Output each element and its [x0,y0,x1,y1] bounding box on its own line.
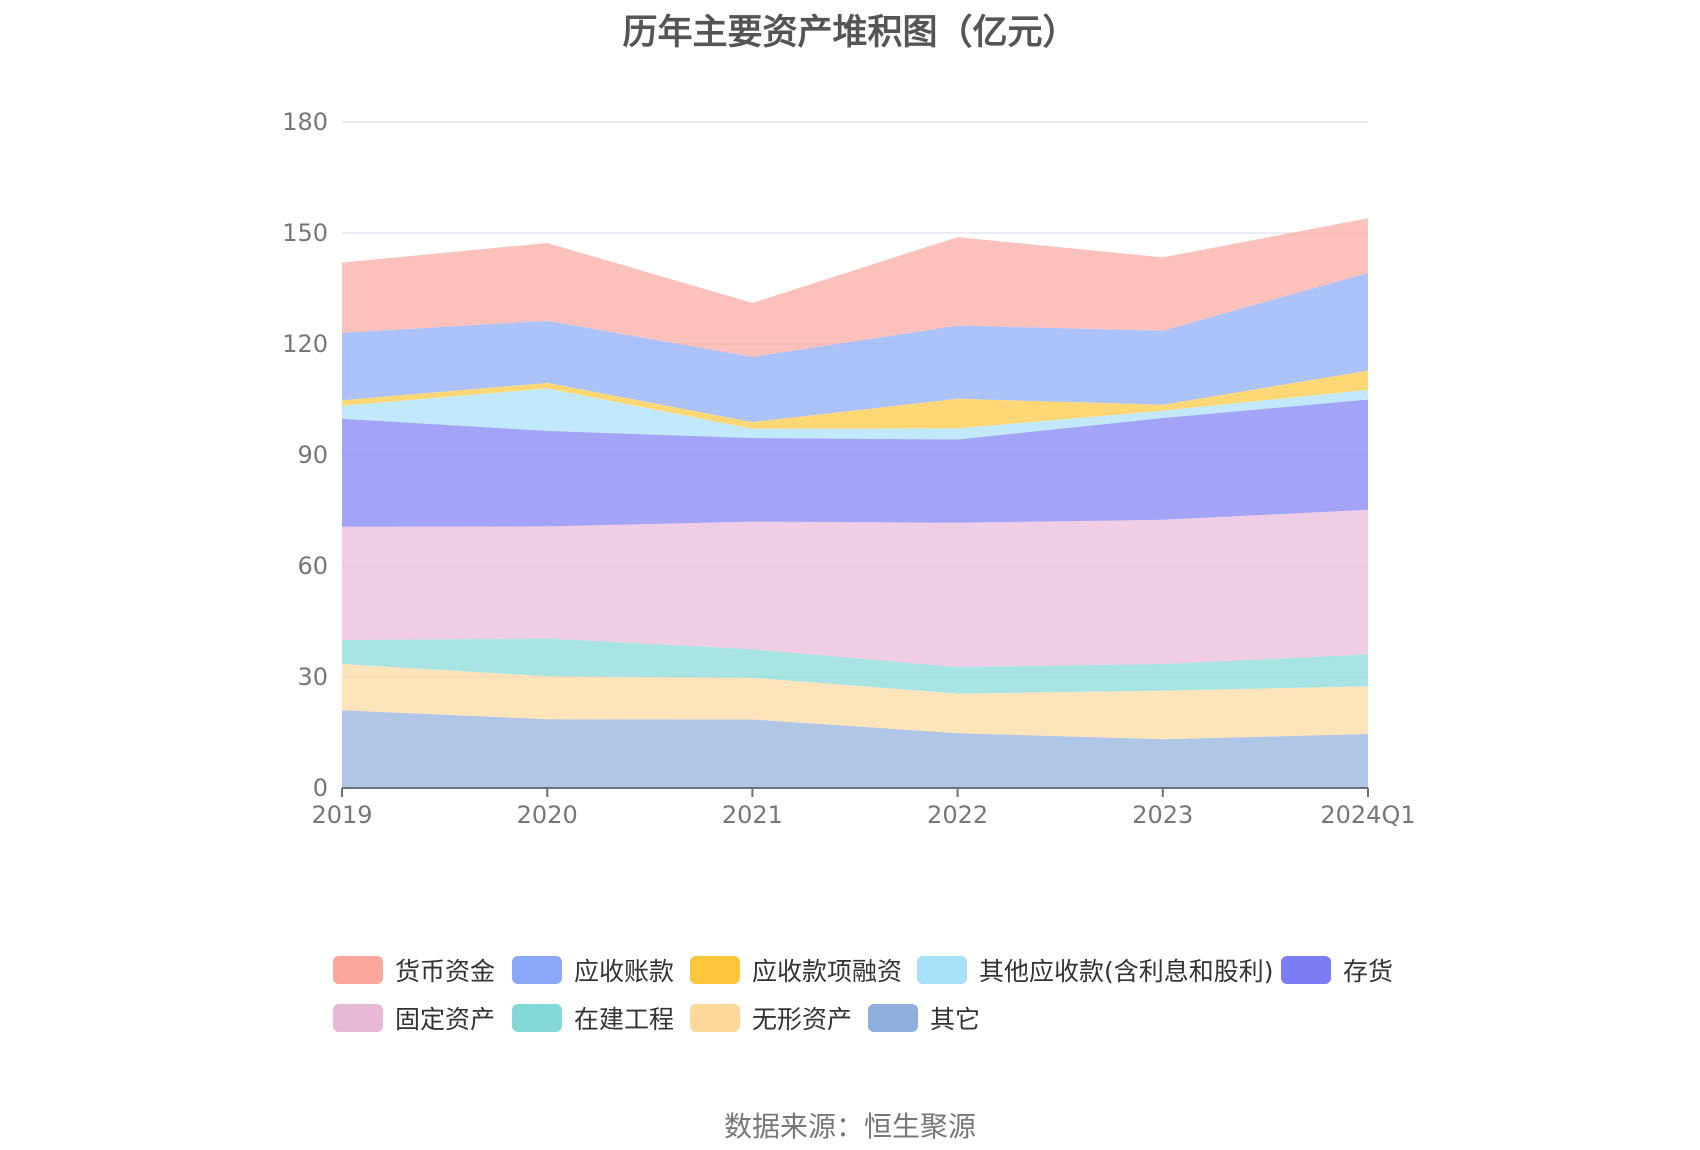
legend-swatch [333,1004,383,1032]
x-tick-labels: 2019 2020 2021 2022 2023 2024Q1 [311,801,1415,829]
y-tick-label: 90 [297,441,328,469]
x-tick-label: 2019 [311,801,372,829]
y-tick-label: 0 [313,774,328,802]
legend-label: 其他应收款(含利息和股利) [979,957,1274,986]
x-tick-label: 2024Q1 [1320,801,1415,829]
legend-item[interactable]: 其它 [868,998,980,1038]
legend-item[interactable]: 固定资产 [333,998,495,1038]
legend-swatch [512,956,562,984]
area-series [342,509,1368,667]
area-series [342,638,1368,694]
legend-item[interactable]: 其他应收款(含利息和股利) [917,950,1274,990]
legend-item[interactable]: 应收账款 [512,950,674,990]
legend-label: 应收款项融资 [752,957,903,986]
legend-item[interactable]: 在建工程 [512,998,674,1038]
legend-label: 其它 [930,1005,981,1034]
legend-swatch [868,1004,918,1032]
legend-label: 存货 [1343,957,1394,986]
legend-label: 应收账款 [574,957,675,986]
x-tick-label: 2023 [1132,801,1193,829]
legend-item[interactable]: 货币资金 [333,950,495,990]
legend-swatch [690,956,740,984]
legend-label: 货币资金 [395,957,496,986]
legend-swatch [917,956,967,984]
area-series [342,273,1368,423]
area-series [342,710,1368,788]
stacked-area-chart: 0 30 60 90 120 150 180 2019 2020 2021 2022 2023 202… [282,108,1415,829]
chart-title: 历年主要资产堆积图（亿元） [622,13,1078,53]
area-series-layer [342,218,1368,788]
area-series [342,218,1368,357]
y-tick-labels: 0 30 60 90 120 150 180 [282,108,328,802]
y-tick-label: 180 [282,108,328,136]
axes [341,787,1369,797]
area-series [342,399,1368,527]
legend-item[interactable]: 存货 [1281,950,1393,990]
area-series [342,370,1368,429]
data-source-note: 数据来源：恒生聚源 [723,1110,976,1143]
y-tick-label: 120 [282,330,328,358]
area-series [342,388,1368,440]
y-tick-label: 150 [282,219,328,247]
legend-item[interactable]: 应收款项融资 [690,950,902,990]
x-tick-label: 2022 [927,801,988,829]
legend-item[interactable]: 无形资产 [690,998,852,1038]
y-tick-label: 60 [297,552,328,580]
legend-label: 固定资产 [395,1005,496,1034]
legend-swatch [512,1004,562,1032]
x-tick-label: 2020 [517,801,578,829]
legend-swatch [333,956,383,984]
legend-label: 在建工程 [574,1005,675,1034]
legend-swatch [1281,956,1331,984]
area-series [342,664,1368,740]
x-tick-label: 2021 [722,801,783,829]
legend-label: 无形资产 [752,1005,853,1034]
legend-swatch [690,1004,740,1032]
y-tick-label: 30 [297,663,328,691]
